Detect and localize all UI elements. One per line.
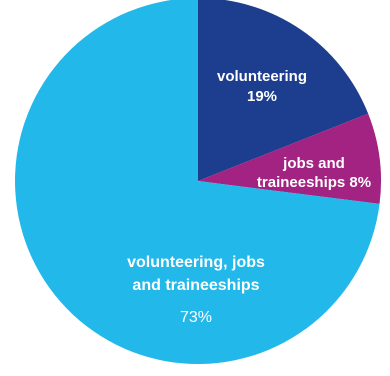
pie-slices — [15, 0, 381, 364]
slice-label-jobs-line-1: jobs and — [282, 155, 345, 172]
slice-label-jobs-and-traineeships: jobs and traineeships 8% — [257, 155, 371, 191]
pie-slice-volunteering-jobs-traineeships — [15, 0, 380, 364]
pie-slice-volunteering — [198, 0, 369, 181]
slice-label-jobs-line-2: traineeships 8% — [257, 174, 371, 191]
slice-label-combined-line-2: and traineeships — [132, 277, 259, 294]
slice-label-volunteering: volunteering 19% — [217, 68, 307, 105]
slice-label-volunteering-line-2: 19% — [247, 88, 277, 105]
slice-label-volunteering-line-1: volunteering — [217, 68, 307, 85]
slice-label-volunteering-jobs-traineeships: volunteering, jobs and traineeships 73% — [127, 254, 265, 326]
pie-slice-jobs-and-traineeships — [198, 113, 381, 204]
slice-label-combined-line-1: volunteering, jobs — [127, 254, 265, 271]
slice-label-combined-value: 73% — [180, 309, 212, 326]
